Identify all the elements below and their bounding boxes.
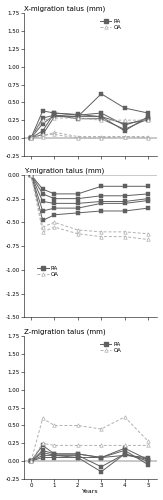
Text: Y-migration talus (mm): Y-migration talus (mm) xyxy=(24,167,104,173)
Legend: RA, OA: RA, OA xyxy=(100,19,121,30)
Text: Z-migration talus (mm): Z-migration talus (mm) xyxy=(24,328,106,335)
Text: X-migration talus (mm): X-migration talus (mm) xyxy=(24,6,105,12)
Legend: RA, OA: RA, OA xyxy=(100,342,121,353)
Legend: RA, OA: RA, OA xyxy=(37,266,59,277)
X-axis label: Years: Years xyxy=(82,490,99,494)
